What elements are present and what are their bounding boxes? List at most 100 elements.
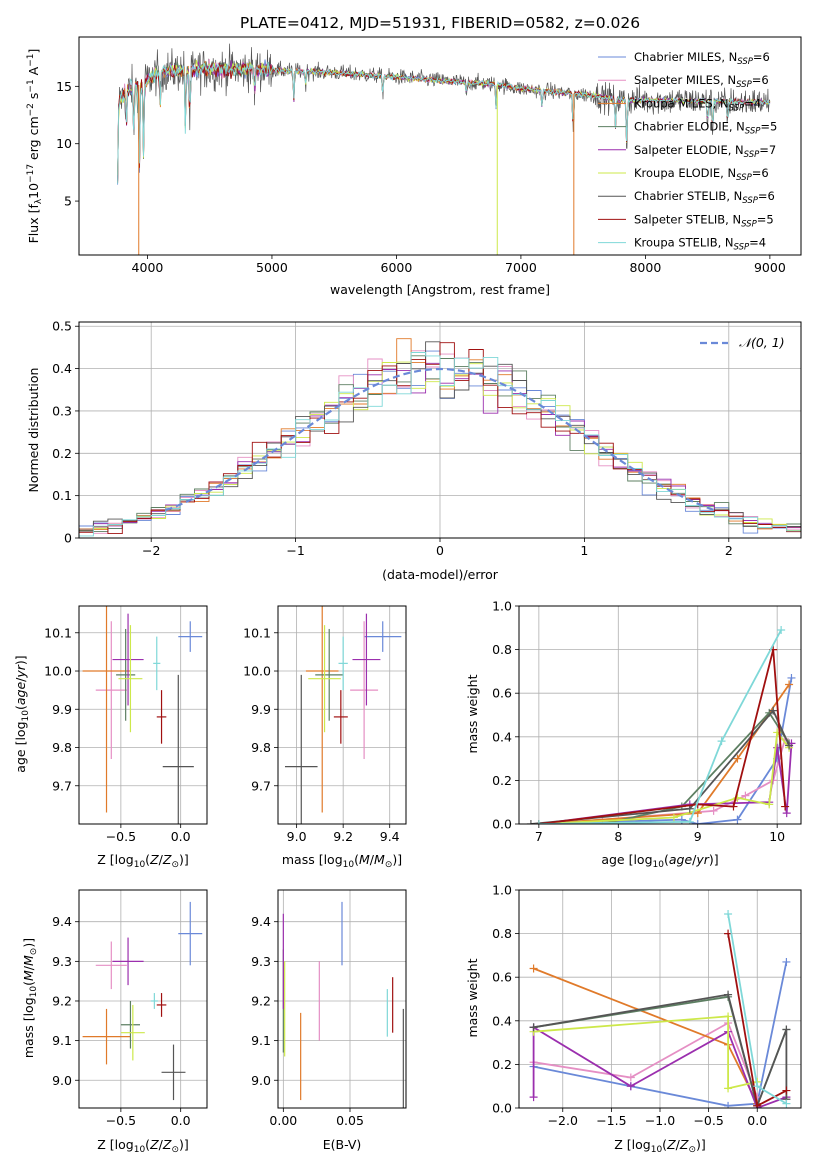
age-vs-metallicity-panel: −0.5 0.0 9.7 9.8 9.9 10.0 10.1 Z [log10(Z/Z⊙)] a… [13,605,208,870]
weight-marker [785,741,794,750]
x-axis-label: age [log10(age/yr)] [601,852,718,870]
weight-marker [782,1025,791,1034]
weight-line-5 [533,1015,758,1090]
x-tick-label: 4000 [132,260,164,275]
x-tick-label: 0.05 [336,1113,364,1128]
weight-marker [685,817,694,824]
weight-vs-age-panel: 7 8 9 10 0.0 0.2 0.4 0.6 0.8 1.0 age [log10(age/yr… [465,599,802,870]
weight-marker [782,957,791,966]
weight-marker [733,815,742,824]
weight-line-6 [530,708,790,824]
y-tick-label: 0.0 [492,817,512,832]
y-tick-label: 0.2 [492,773,512,788]
weight-marker [724,1084,733,1093]
weight-line-8 [538,629,782,824]
y-tick-label: 9.8 [52,740,72,755]
y-tick-label: 10.0 [243,664,271,679]
y-tick-label: 0.8 [492,642,512,657]
weight-marker [733,754,742,763]
legend-label: Chabrier STELIB, NSSP=6 [634,189,775,206]
y-tick-label: 0 [64,531,72,546]
x-tick-label: 9.2 [333,829,353,844]
weight-line-1 [533,1021,759,1098]
axes-frame [78,605,208,825]
y-tick-label: 9.2 [52,993,72,1008]
y-axis-label: mass [log10(M/M⊙)] [21,938,39,1058]
histogram-8 [79,352,801,538]
x-tick-label: 1 [580,543,588,558]
y-tick-label: 0.6 [492,686,512,701]
x-tick-label: 0 [436,543,444,558]
y-tick-label: 0.6 [492,970,512,985]
plot-area [117,43,771,255]
x-tick-label: 7 [535,829,543,844]
age-vs-mass-panel: 9.0 9.2 9.4 9.7 9.8 9.9 10.0 10.1 mass [log10(M/… [243,605,407,870]
weight-marker [709,806,718,815]
plot-area [282,901,404,1108]
axes-frame [78,889,208,1109]
y-tick-label: 9.4 [251,914,271,929]
x-tick-label: −2 [142,543,160,558]
axes-frame [78,36,802,256]
weight-marker [782,1086,791,1095]
y-tick-label: 5 [64,194,72,209]
x-tick-label: −0.5 [106,1113,136,1128]
axes-frame [277,605,407,825]
weight-line-4 [532,1025,787,1108]
y-tick-label: 10.1 [44,625,72,640]
x-tick-label: −1 [286,543,304,558]
x-axis-label: wavelength [Angstrom, rest frame] [330,282,550,297]
plot-area [82,606,203,824]
y-tick-label: 0.8 [492,926,512,941]
y-axis-label: Normed distribution [26,368,41,493]
y-tick-label: 0.4 [492,729,512,744]
x-axis-label: (data-model)/error [382,567,499,582]
spectrum-panel: 4000 5000 6000 7000 8000 9000 5 10 15 wavelength … [26,36,802,297]
axes-frame [277,889,407,1109]
weight-marker [526,820,535,824]
mass-vs-extinction-panel: 0.00 0.05 9.0 9.1 9.2 9.3 9.4 E(B-V) [251,889,407,1152]
y-tick-label: 9.9 [52,702,72,717]
y-axis-label: Flux [fλ10−17 erg cm−2 s−1 A−1] [26,49,44,244]
y-tick-label: 9.0 [251,1073,271,1088]
x-tick-label: −1.5 [596,1113,626,1128]
legend-label: 𝒩(0, 1) [739,335,785,350]
x-tick-label: 10 [769,829,785,844]
x-tick-label: −2.0 [548,1113,578,1128]
y-tick-label: 9.9 [251,702,271,717]
y-tick-label: 9.7 [251,778,271,793]
weight-marker [765,800,774,809]
x-tick-label: −0.5 [693,1113,723,1128]
weight-marker [787,673,796,682]
y-tick-label: 0.0 [492,1101,512,1116]
y-tick-label: 10.1 [243,625,271,640]
x-tick-label: −0.5 [106,829,136,844]
x-tick-label: 2 [725,543,733,558]
legend: Chabrier MILES, NSSP=6 Salpeter MILES, NS… [598,50,777,253]
x-tick-label: 0.00 [269,1113,297,1128]
y-tick-label: 0.2 [492,1057,512,1072]
weight-marker [534,820,543,824]
x-tick-label: 5000 [256,260,288,275]
y-tick-label: 0.2 [52,446,72,461]
y-tick-label: 9.8 [251,740,271,755]
x-tick-label: 7000 [505,260,537,275]
mass-vs-metallicity-panel: −0.5 0.0 9.0 9.1 9.2 9.3 9.4 Z [log10(Z/Z⊙)] mas… [21,889,208,1155]
y-tick-label: 9.2 [251,993,271,1008]
weight-marker [669,813,678,822]
normal-reference-curve [165,367,715,512]
legend-label: Kroupa ELODIE, NSSP=6 [634,166,769,183]
x-tick-label: 0.0 [171,829,191,844]
plot-area [526,625,796,824]
weight-marker [529,1023,538,1032]
y-tick-label: 15 [56,79,72,94]
plot-area [529,909,791,1108]
x-axis-label: Z [log10(Z/Z⊙)] [97,1137,189,1155]
weight-marker [724,990,733,999]
y-tick-label: 10.0 [44,664,72,679]
weight-marker [781,802,790,811]
y-tick-label: 0.4 [492,1013,512,1028]
spectrum-line-7 [117,61,771,183]
weight-marker [529,964,538,973]
